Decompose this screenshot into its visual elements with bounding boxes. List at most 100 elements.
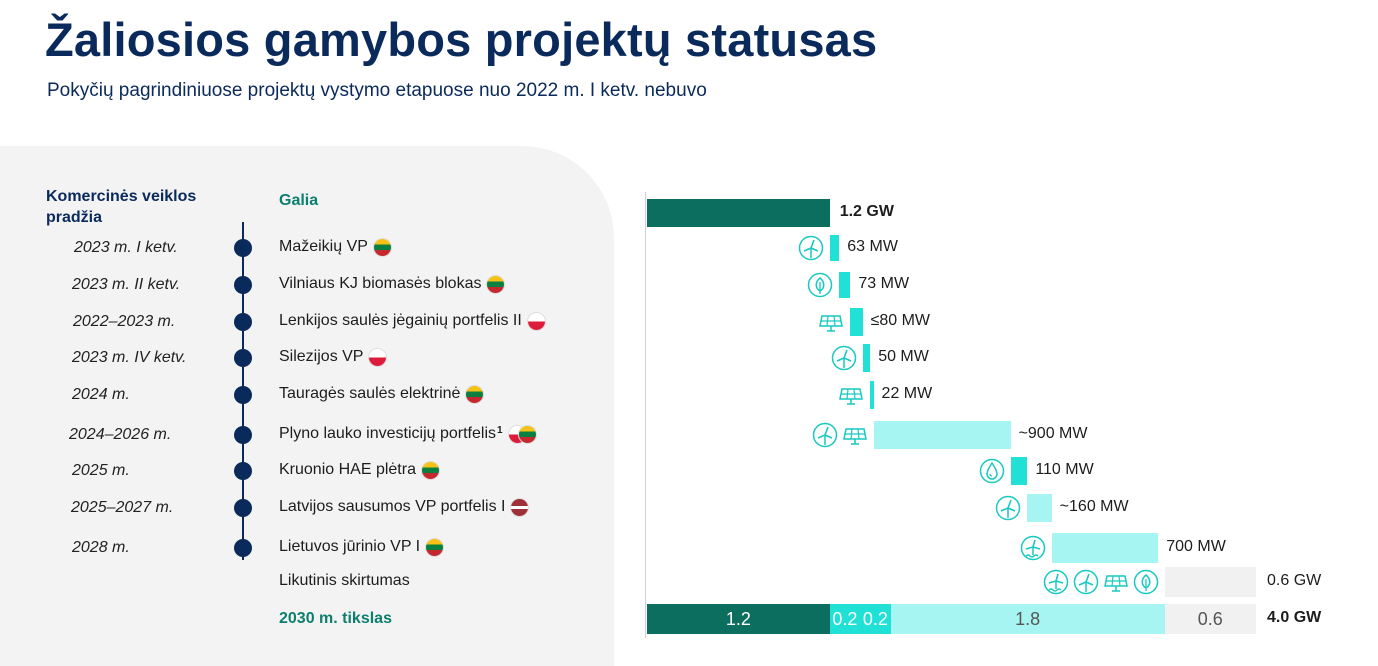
project-name: Tauragės saulės elektrinė [279,385,484,403]
step-value-label: ~160 MW [1059,498,1129,515]
flag-lt-icon [518,425,536,443]
offshore-wind-icon [1043,569,1069,595]
timeline-dot [234,349,252,367]
timeline-dot [234,426,252,444]
timeline-dot [234,276,252,294]
project-name: Lietuvos jūrinio VP I [279,538,444,556]
total-segment-label: 1.8 [1015,609,1041,629]
project-name: Latvijos sausumos VP portfelis I [279,498,529,516]
step-value-label: 63 MW [847,238,898,255]
timeline-dot [234,239,252,257]
total-segment [1164,604,1256,634]
header-commercial-start: Komercinės veiklos pradžia [46,188,197,226]
project-name-text: Tauragės saulės elektrinė [279,385,461,402]
technology-icons [979,458,1005,484]
target-label: 2030 m. tikslas [279,610,392,627]
country-flags [487,275,505,293]
page-subtitle: Pokyčių pagrindiniuose projektų vystymo … [47,80,707,101]
total-segment [860,604,891,634]
step-value-label: ≤80 MW [870,312,931,329]
project-name: Plyno lauko investicijų portfelis 1 [279,425,536,443]
timeline-dot [234,386,252,404]
step-bar [839,272,851,298]
country-flags [369,348,387,366]
step-value-label: 22 MW [881,385,933,402]
total-segment-label: 0.2 [832,609,858,629]
project-date: 2023 m. IV ketv. [72,349,187,366]
wind-icon [831,345,857,371]
timeline-dot [234,499,252,517]
country-flags [527,312,545,330]
project-name-text: Vilniaus KJ biomasės blokas [279,275,482,292]
timeline-panel [0,146,614,666]
flag-lt-icon [466,385,484,403]
country-flags [421,461,439,479]
start-bar [647,199,830,227]
country-flags [466,385,484,403]
step-bar [870,381,874,409]
technology-icons [995,495,1021,521]
offshore-wind-icon [1020,535,1046,561]
footnote-marker: 1 [497,425,503,436]
total-segment-label: 0.6 [1197,609,1223,629]
total-value-label: 4.0 GW [1267,609,1322,626]
page-title: Žaliosios gamybos projektų statusas [45,13,878,66]
step-bar [862,344,871,372]
project-name-text: Mažeikių VP [279,238,368,255]
project-name: Vilniaus KJ biomasės blokas [279,275,505,293]
project-date: 2023 m. I ketv. [74,239,178,256]
technology-icons [812,422,868,448]
total-segment-label: 1.2 [725,609,751,629]
technology-icons [838,382,864,408]
biomass-icon [1133,569,1159,595]
flag-lt-icon [373,238,391,256]
technology-icons [818,309,844,335]
solar-icon [1103,569,1129,595]
project-name-text: Lietuvos jūrinio VP I [279,538,421,555]
flag-lt-icon [487,275,505,293]
project-name: Mažeikių VP [279,238,391,256]
step-value-label: 50 MW [878,348,929,365]
project-name-text: Plyno lauko investicijų portfelis [279,425,496,442]
country-flags [511,498,529,516]
total-segment [647,604,830,634]
flag-lv-icon [511,498,529,516]
remaining-bar [1164,567,1256,597]
project-date: 2025 m. [72,462,130,479]
project-name-text: Kruonio HAE plėtra [279,461,416,478]
project-date: 2028 m. [72,539,130,556]
start-value-label: 1.2 GW [839,203,894,220]
timeline-dot [234,313,252,331]
header-power: Galia [279,192,319,209]
step-bar [850,308,863,336]
step-bar [1051,533,1159,563]
technology-icons [807,272,833,298]
biomass-icon [807,272,833,298]
step-value-label: ~900 MW [1018,425,1088,442]
step-value-label: 73 MW [858,275,910,292]
timeline-dot [234,539,252,557]
wind-icon [995,495,1021,521]
technology-icons [1043,569,1159,595]
remaining-label: Likutinis skirtumas [279,572,410,589]
total-segment [829,604,861,634]
country-flags [508,425,536,443]
solar-icon [818,309,844,335]
total-segment [890,604,1165,634]
flag-lt-icon [421,461,439,479]
chart-baseline [645,192,646,638]
technology-icons [1020,535,1046,561]
wind-icon [812,422,838,448]
total-segment-label: 0.2 [862,609,888,629]
step-value-label: 110 MW [1035,461,1094,478]
flag-pl-icon [527,312,545,330]
step-bar [1027,494,1052,522]
project-name-text: Silezijos VP [279,348,364,365]
step-bar [829,235,840,261]
technology-icons [831,345,857,371]
hydro-icon [979,458,1005,484]
project-name-text: Latvijos sausumos VP portfelis I [279,498,506,515]
country-flags [373,238,391,256]
project-date: 2022–2023 m. [73,313,176,330]
project-date: 2024–2026 m. [69,426,172,443]
